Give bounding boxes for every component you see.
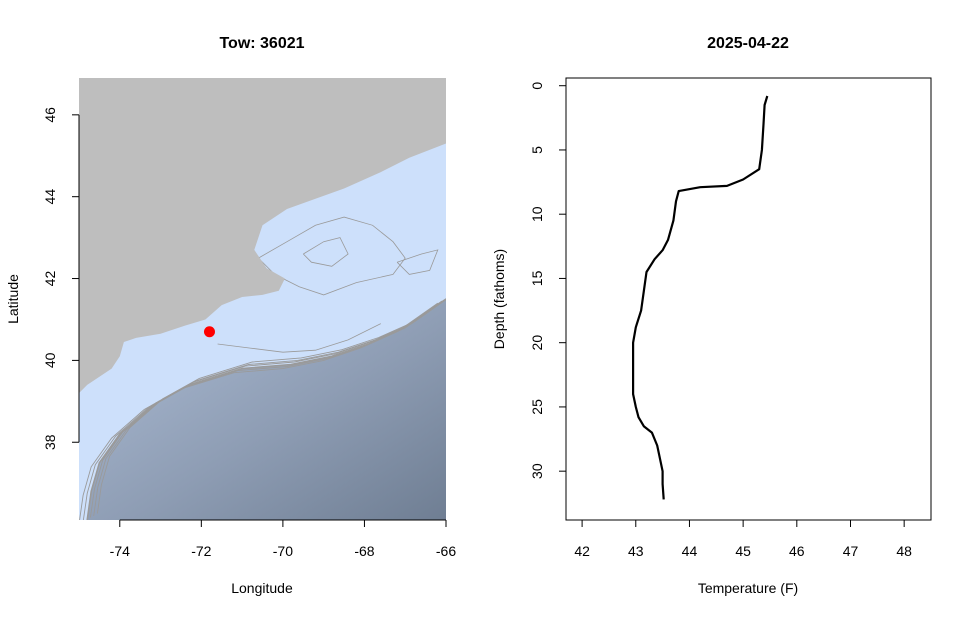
profile-ticks: 42 43 44 45 46 47 48 0 5 10 15 20 25 30 — [529, 82, 912, 559]
gulf-contour — [396, 249, 439, 275]
bathymetry-contours — [79, 216, 446, 520]
profile-x-tick-label: 48 — [896, 543, 912, 559]
profile-y-tick-label: 30 — [529, 463, 545, 479]
tow-location-point — [203, 326, 215, 338]
profile-x-tick-label: 47 — [843, 543, 859, 559]
map-panel: Tow: 36021 -74 -72 -70 -68 -66 38 40 42 44 46 Lon… — [5, 35, 456, 596]
map-x-tick-label: -74 — [110, 543, 130, 559]
map-x-tick-label: -66 — [436, 543, 456, 559]
profile-plot-box — [565, 77, 932, 521]
profile-x-tick-label: 44 — [682, 543, 698, 559]
profile-x-tick-label: 42 — [574, 543, 590, 559]
land — [79, 78, 446, 394]
map-x-label: Longitude — [231, 580, 293, 596]
map-y-tick-label: 42 — [42, 271, 58, 287]
profile-y-tick-label: 0 — [529, 82, 545, 90]
profile-y-tick-label: 15 — [529, 270, 545, 286]
map-y-tick-label: 46 — [42, 107, 58, 123]
map-y-tick-label: 40 — [42, 352, 58, 368]
profile-x-tick-label: 43 — [628, 543, 644, 559]
profile-title: 2025-04-22 — [707, 35, 789, 52]
deep-water — [87, 299, 446, 520]
map-y-label: Latitude — [5, 274, 21, 324]
map-x-tick-label: -70 — [273, 543, 293, 559]
map-x-tick-label: -72 — [191, 543, 211, 559]
shelf-contour — [79, 302, 439, 520]
gulf-contour — [303, 237, 349, 267]
map-title: Tow: 36021 — [219, 35, 304, 52]
profile-y-tick-label: 20 — [529, 335, 545, 351]
gulf-contour — [217, 323, 381, 353]
profile-x-tick-label: 45 — [735, 543, 751, 559]
profile-y-tick-label: 25 — [529, 399, 545, 415]
profile-y-tick-label: 10 — [529, 206, 545, 222]
profile-x-label: Temperature (F) — [698, 580, 798, 596]
profile-y-label: Depth (fathoms) — [491, 249, 507, 349]
shelf-contour — [93, 298, 446, 516]
profile-panel: 2025-04-22 42 43 44 45 46 47 48 0 5 10 15 20 25 30 Te… — [491, 35, 932, 596]
map-y-tick-label: 44 — [42, 189, 58, 205]
gulf-contour — [258, 216, 406, 296]
map-y-tick-label: 38 — [42, 434, 58, 450]
profile-x-tick-label: 46 — [789, 543, 805, 559]
temperature-profile-line — [632, 95, 769, 500]
map-ticks: -74 -72 -70 -68 -66 38 40 42 44 46 — [42, 107, 456, 559]
shelf-contour — [96, 299, 446, 514]
map-x-tick-label: -68 — [354, 543, 374, 559]
profile-y-tick-label: 5 — [529, 146, 545, 154]
